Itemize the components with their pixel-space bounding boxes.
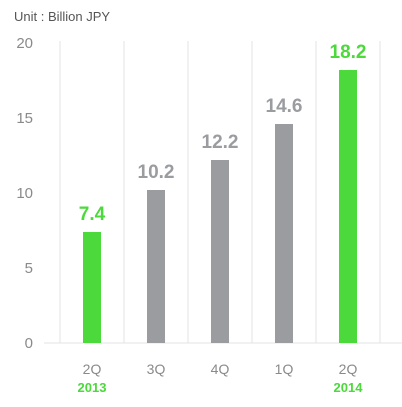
x-tick-label: 4Q (211, 361, 230, 377)
bars (83, 70, 357, 343)
data-label: 10.2 (138, 162, 175, 183)
x-tick-label: 3Q (147, 361, 166, 377)
x-axis-ticks: 2Q 2013 3Q 4Q 1Q 2Q 2014 (78, 361, 364, 395)
x-year-label: 2013 (78, 380, 107, 395)
y-tick-label: 20 (16, 35, 33, 52)
data-label: 12.2 (202, 132, 239, 153)
unit-label: Unit : Billion JPY (14, 9, 110, 24)
data-label: 14.6 (266, 96, 303, 117)
value-labels: 7.4 10.2 12.2 14.6 18.2 (79, 42, 367, 225)
bar (147, 190, 165, 343)
x-tick-label: 2Q (339, 361, 358, 377)
bar (211, 160, 229, 343)
y-tick-label: 0 (25, 335, 33, 352)
x-tick-label: 2Q (83, 361, 102, 377)
y-tick-label: 10 (16, 185, 33, 202)
bar (83, 232, 101, 343)
bar (339, 70, 357, 343)
x-year-label: 2014 (334, 380, 364, 395)
bar (275, 124, 293, 343)
y-axis-ticks: 0 5 10 15 20 (16, 35, 33, 352)
x-tick-label: 1Q (275, 361, 294, 377)
data-label: 7.4 (79, 204, 106, 225)
data-label: 18.2 (330, 42, 367, 63)
y-tick-label: 5 (25, 260, 33, 277)
y-tick-label: 15 (16, 110, 33, 127)
